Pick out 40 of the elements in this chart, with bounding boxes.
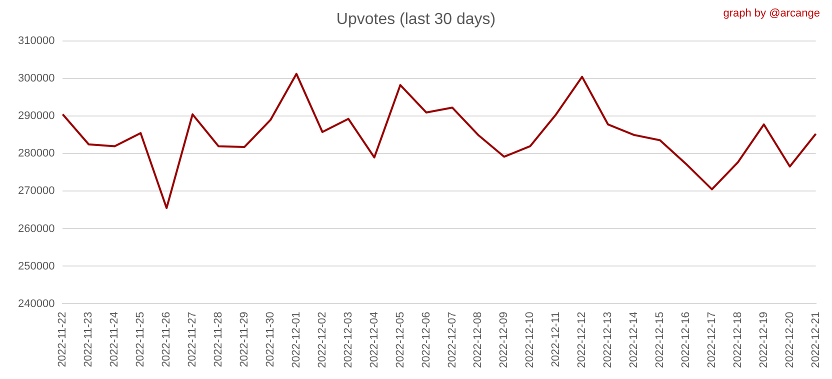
x-tick-label: 2022-12-05 <box>394 312 406 368</box>
x-tick-label: 2022-11-23 <box>82 312 95 368</box>
x-tick-label: 2022-12-14 <box>628 312 640 368</box>
y-tick-label: 240000 <box>18 298 55 310</box>
y-tick-label: 280000 <box>18 148 55 160</box>
y-tick-label: 310000 <box>18 35 55 48</box>
x-tick-label: 2022-12-08 <box>472 312 484 368</box>
x-tick-label: 2022-12-03 <box>342 312 354 368</box>
x-tick-label: 2022-12-21 <box>810 312 822 368</box>
x-tick-label: 2022-11-27 <box>186 312 199 368</box>
x-tick-label: 2022-12-11 <box>550 312 562 368</box>
y-tick-label: 270000 <box>18 185 55 198</box>
x-tick-label: 2022-12-07 <box>446 312 458 368</box>
x-tick-label: 2022-12-13 <box>602 312 614 368</box>
x-tick-label: 2022-11-25 <box>134 312 147 368</box>
x-tick-label: 2022-12-20 <box>784 312 796 368</box>
x-tick-label: 2022-12-15 <box>654 312 666 368</box>
y-tick-label: 250000 <box>18 260 55 272</box>
x-tick-label: 2022-12-06 <box>420 312 432 368</box>
x-tick-label: 2022-11-26 <box>160 312 173 368</box>
x-tick-label: 2022-11-30 <box>264 312 276 368</box>
x-tick-label: 2022-12-02 <box>316 312 328 368</box>
x-tick-label: 2022-12-17 <box>706 312 718 368</box>
x-tick-label: 2022-12-16 <box>680 312 692 368</box>
y-tick-label: 300000 <box>18 72 55 85</box>
y-tick-label: 290000 <box>18 110 55 122</box>
x-tick-label: 2022-11-24 <box>108 312 121 368</box>
text: graph by @arcange <box>723 8 820 20</box>
x-tick-label: 2022-12-01 <box>290 312 302 368</box>
x-tick-label: 2022-12-09 <box>498 312 510 368</box>
x-tick-label: 2022-12-12 <box>576 312 588 368</box>
x-tick-label: 2022-12-10 <box>524 312 536 368</box>
x-tick-label: 2022-11-28 <box>212 312 225 368</box>
x-tick-label: 2022-12-19 <box>758 312 770 368</box>
x-tick-label: 2022-12-04 <box>368 312 380 368</box>
x-tick-label: 2022-11-29 <box>238 312 251 368</box>
chart-title: Upvotes (last 30 days) <box>336 11 496 28</box>
x-tick-label: 2022-11-22 <box>56 312 69 368</box>
y-tick-label: 260000 <box>18 222 55 235</box>
x-tick-label: 2022-12-18 <box>732 312 744 368</box>
